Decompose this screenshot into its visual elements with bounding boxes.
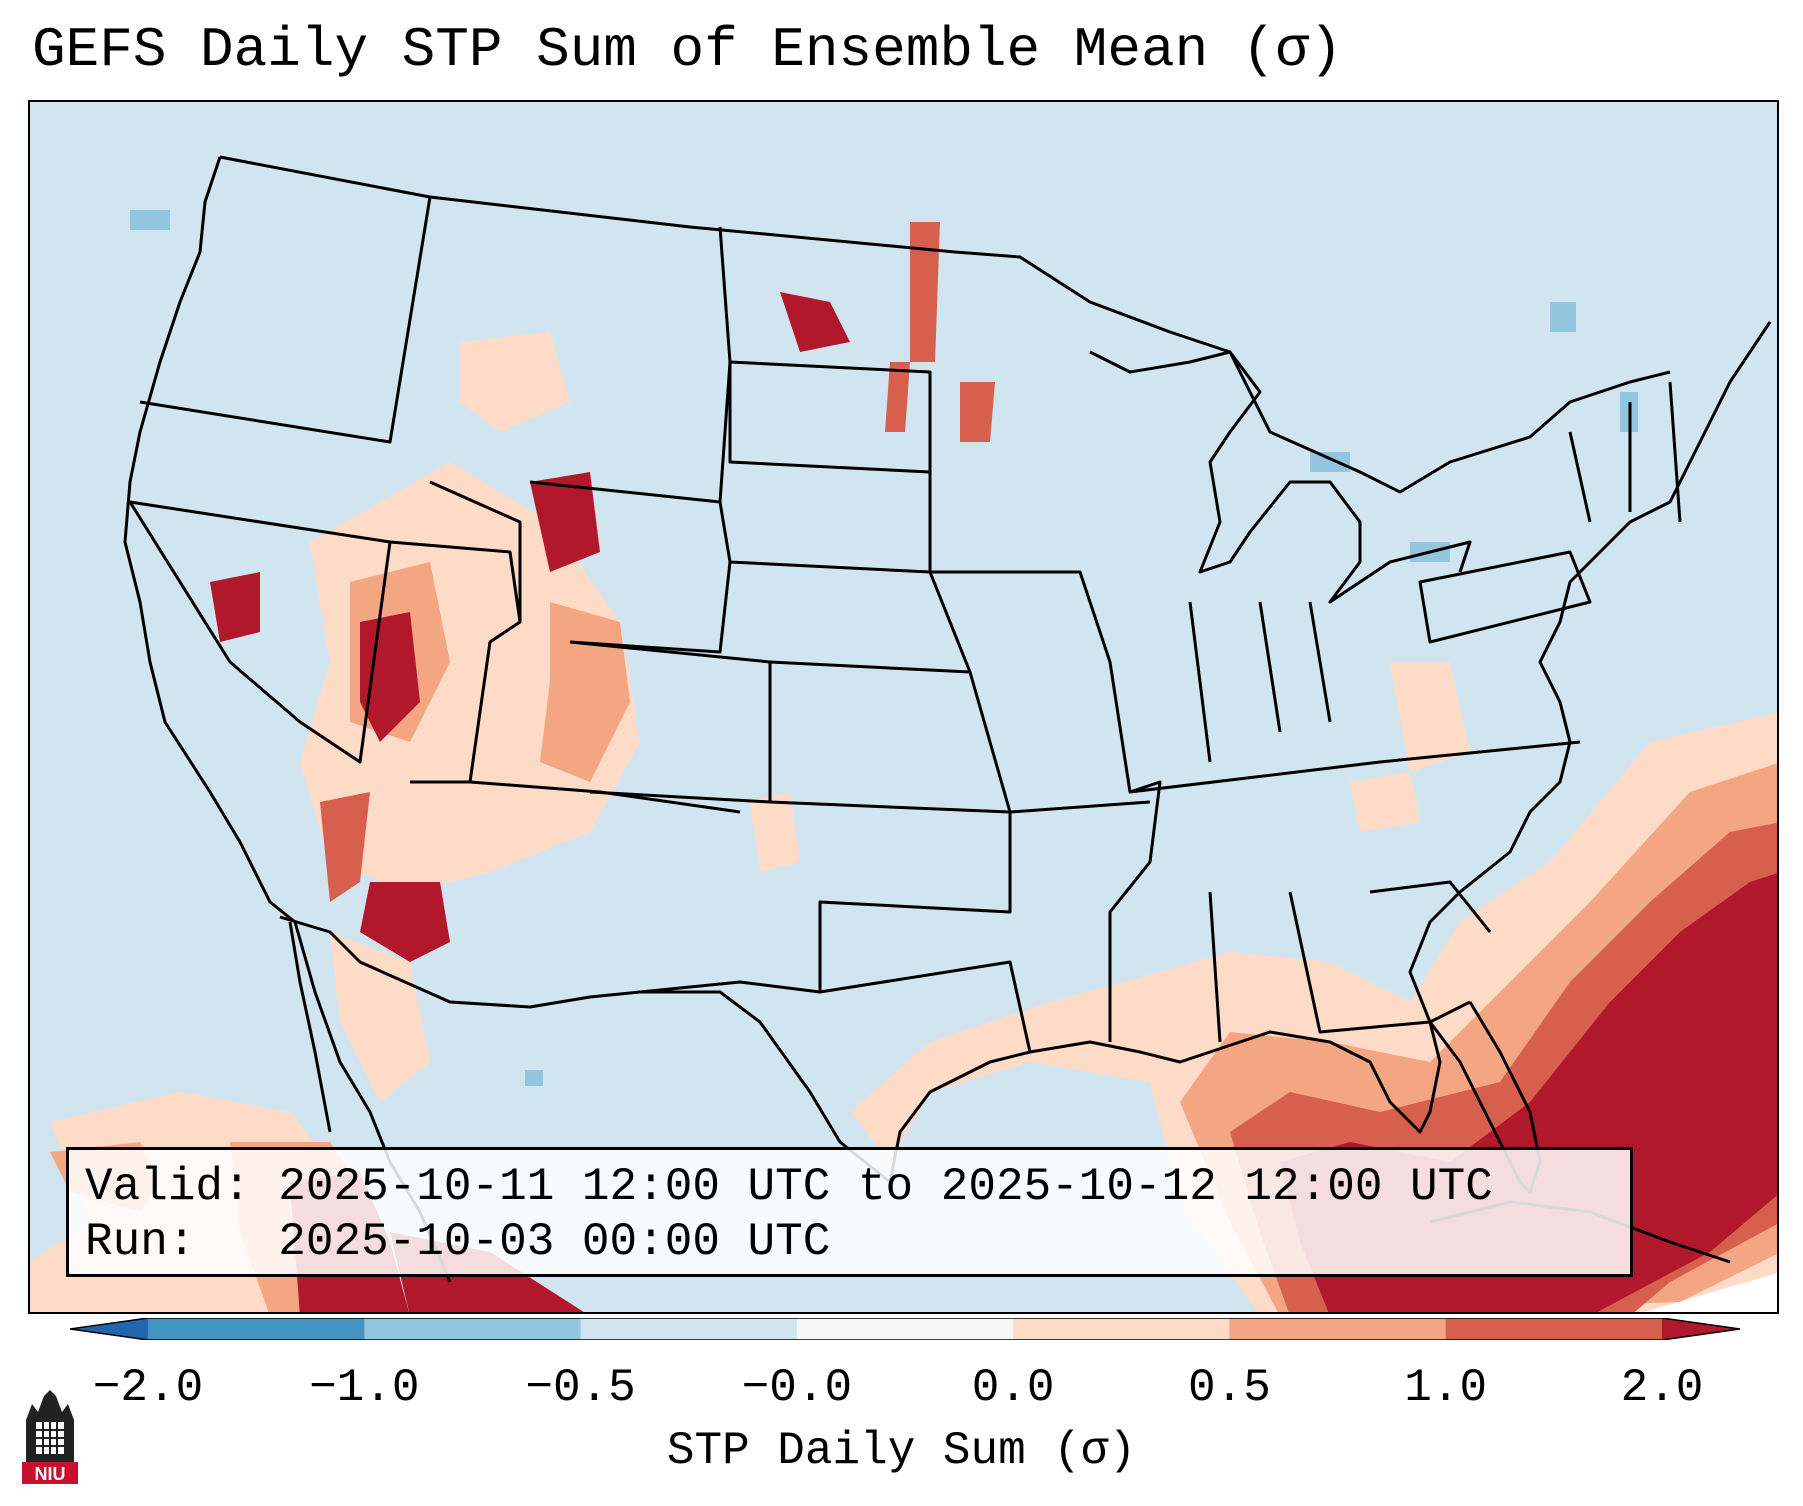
state-line-pa	[1418, 550, 1592, 644]
colorbar-tick-label: −0.0	[741, 1362, 853, 1414]
atlantic-coast	[1408, 321, 1772, 1023]
niu-logo-icon: NIU	[22, 1390, 78, 1484]
state-line-new-england	[1568, 381, 1682, 523]
field-strong-sd	[885, 362, 910, 432]
run-label: Run:	[85, 1216, 196, 1268]
field-light-nc	[1350, 772, 1420, 832]
projection-edge-right	[1643, 1273, 1777, 1312]
colorbar-tick-label: 2.0	[1620, 1362, 1704, 1414]
colorbar-segment	[1013, 1318, 1230, 1340]
colorbar-segment	[148, 1318, 365, 1340]
colorbar-tick-label: −2.0	[92, 1362, 204, 1414]
field-max-wyoming	[530, 472, 600, 572]
chart-title: GEFS Daily STP Sum of Ensemble Mean (σ)	[32, 18, 1343, 82]
field-strong-california	[320, 792, 370, 902]
field-strong-mn	[960, 382, 995, 442]
state-line-mo-ar	[968, 671, 1151, 814]
colorbar-label: STP Daily Sum (σ)	[666, 1425, 1137, 1477]
colorbar-segment	[1445, 1318, 1663, 1340]
boundaries	[123, 155, 1772, 1283]
colorbar-segment	[796, 1318, 1014, 1340]
logo-text: NIU	[35, 1464, 66, 1484]
canada-border	[219, 155, 1671, 494]
colorbar-segment	[364, 1318, 582, 1340]
run-row: Run: 2025-10-03 00:00 UTC	[85, 1215, 1614, 1270]
baja-coast	[288, 921, 332, 1133]
field-light-va	[1390, 662, 1470, 772]
state-line-nebraska	[729, 560, 972, 674]
gulf-coast	[888, 1000, 1471, 1183]
colorbar-tick-label: 0.0	[971, 1362, 1055, 1414]
field-light-montana	[460, 332, 570, 432]
state-line-texas	[639, 960, 1032, 1053]
state-line-nevada	[128, 500, 392, 764]
field-blue-mexico	[525, 1070, 543, 1086]
state-line-colorado	[569, 640, 772, 804]
colorbar-segment	[1229, 1318, 1447, 1340]
state-line-tn-nc	[1129, 740, 1581, 794]
state-line-al-ga	[1208, 891, 1431, 1043]
field-max-oregon	[210, 572, 260, 642]
map-svg	[30, 155, 1777, 1312]
great-lakes	[1089, 350, 1472, 604]
state-line-idaho	[429, 480, 522, 622]
colorbar-over-arrow	[1662, 1318, 1740, 1340]
mexico-border	[279, 915, 891, 1184]
valid-label: Valid:	[85, 1161, 251, 1213]
state-line-midwest	[1188, 601, 1332, 763]
state-line-wa-or	[139, 196, 432, 444]
field-strong-nd	[910, 222, 940, 362]
field-max-arizona	[360, 882, 450, 962]
run-value: 2025-10-03 00:00 UTC	[278, 1216, 831, 1268]
field-blue-lakes	[1310, 452, 1350, 472]
valid-row: Valid: 2025-10-11 12:00 UTC to 2025-10-1…	[85, 1160, 1614, 1215]
colorbar-tick-label: −0.5	[525, 1362, 636, 1414]
field-light-sonora	[330, 932, 430, 1102]
colorbar-tick-label: −1.0	[309, 1362, 420, 1414]
colorbar	[70, 1318, 1740, 1340]
field-blue-quebec	[1550, 302, 1576, 332]
state-line-utah	[389, 540, 522, 784]
field-max-nd	[780, 292, 850, 352]
field-blue-bc	[130, 210, 170, 230]
colorbar-segments	[148, 1318, 1663, 1340]
colorbar-tick-label: 1.0	[1404, 1362, 1488, 1414]
state-line-mississippi-river	[928, 372, 1162, 1042]
state-line-oklahoma	[769, 800, 1012, 992]
colorbar-tick-label: 0.5	[1188, 1362, 1271, 1414]
pacific-coast	[123, 156, 452, 1283]
state-line-sc	[1369, 880, 1492, 933]
valid-value: 2025-10-11 12:00 UTC to 2025-10-12 12:00…	[278, 1161, 1493, 1213]
colorbar-segment	[580, 1318, 798, 1340]
map-panel	[28, 100, 1779, 1314]
field-light-ks	[750, 792, 800, 872]
colorbar-under-arrow	[70, 1318, 148, 1340]
validity-info-box: Valid: 2025-10-11 12:00 UTC to 2025-10-1…	[66, 1147, 1633, 1277]
